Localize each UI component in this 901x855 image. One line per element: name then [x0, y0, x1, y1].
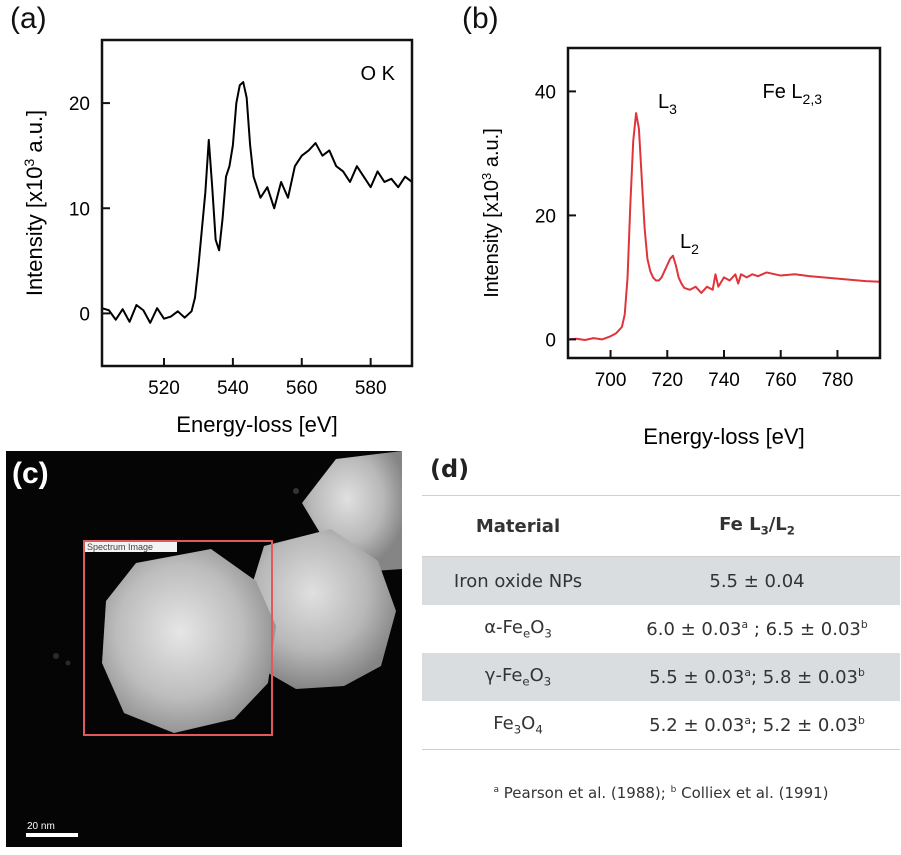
chart-a-y-tick-label: 0 [79, 304, 90, 325]
chart-b-frame [566, 46, 882, 360]
panel-label-b: (b) [462, 2, 499, 35]
chart-b-y-tick-label: 40 [535, 82, 556, 103]
chart-a-x-tick-label: 580 [355, 378, 387, 399]
particle-right [244, 529, 396, 689]
spectrum-image-roi [83, 540, 273, 736]
chart-b-series-line [567, 112, 881, 342]
table-footnote: a Pearson et al. (1988); b Colliex et al… [493, 784, 829, 802]
chart-a-annotation: O K [361, 63, 396, 85]
stem-image-graphic: Spectrum Image 20 nm [26, 451, 402, 837]
chart-b-peak-l3: L3 [658, 91, 677, 117]
table-row: Iron oxide NPs 5.5 ± 0.04 [422, 556, 900, 605]
chart-a-y-tick-label: 20 [69, 94, 90, 115]
chart-b: 700 720 740 760 780 0 20 40 Fe L2,3 L3 L2 Energ… [479, 46, 882, 449]
chart-b-x-tick-label: 700 [595, 370, 627, 391]
cell-material: α-FeeO3 [484, 617, 552, 641]
particle-center [102, 549, 276, 733]
header-ratio: Fe L3/L2 [614, 495, 900, 557]
table-header-row: Material Fe L3/L2 [422, 495, 900, 557]
cell-ratio: 5.5 ± 0.04 [614, 556, 900, 605]
chart-a-x-tick-label: 560 [286, 378, 318, 399]
ratio-table: Material Fe L3/L2 Iron oxide NPs 5.5 ± 0… [422, 495, 900, 750]
debris-dot [53, 653, 59, 659]
debris-dot [293, 488, 299, 494]
chart-a-ylabel: Intensity [x103 a.u.] [21, 110, 47, 296]
chart-a: 520 540 560 580 0 10 20 O K Energy-loss [eV] I… [21, 38, 414, 437]
chart-a-x-tick-label: 520 [148, 378, 180, 399]
panel-label-a: (a) [10, 2, 47, 35]
cell-material: Iron oxide NPs [422, 556, 614, 605]
chart-b-x-tick-label: 720 [651, 370, 683, 391]
cell-ratio: 6.0 ± 0.03a ; 6.5 ± 0.03b [646, 618, 868, 640]
cell-material: γ-FeeO3 [422, 653, 614, 701]
cell-ratio: 5.5 ± 0.03a; 5.8 ± 0.03b [614, 653, 900, 701]
table-row: Fe3O4 5.2 ± 0.03a; 5.2 ± 0.03b [422, 701, 900, 750]
chart-b-annotation: Fe L2,3 [763, 81, 823, 107]
header-material: Material [422, 495, 614, 557]
chart-a-x-tick-label: 540 [217, 378, 249, 399]
table-row: α-FeeO3 6.0 ± 0.03a ; 6.5 ± 0.03b [422, 605, 900, 653]
chart-b-y-tick-label: 0 [545, 330, 556, 351]
chart-b-xlabel: Energy-loss [eV] [643, 424, 804, 449]
chart-a-y-tick-label: 10 [69, 199, 90, 220]
cell-ratio: 5.2 ± 0.03a; 5.2 ± 0.03b [614, 701, 900, 750]
chart-a-frame [100, 38, 414, 368]
chart-b-ylabel: Intensity [x103 a.u.] [479, 128, 504, 298]
roi-label: Spectrum Image [87, 542, 153, 552]
scale-bar-label: 20 nm [27, 821, 55, 832]
panel-label-c: (c) [12, 457, 49, 490]
scale-bar [26, 833, 78, 837]
table-row: γ-FeeO3 5.5 ± 0.03a; 5.8 ± 0.03b [422, 653, 900, 701]
chart-b-x-tick-label: 780 [822, 370, 854, 391]
panel-label-d: (d) [430, 455, 470, 483]
chart-a-series-line [101, 81, 413, 324]
roi-label-bg [85, 542, 177, 552]
chart-b-peak-l2: L2 [680, 231, 699, 257]
stem-image: Spectrum Image 20 nm (c) [6, 451, 402, 847]
chart-b-y-tick-label: 20 [535, 206, 556, 227]
chart-a-xlabel: Energy-loss [eV] [176, 412, 337, 437]
chart-b-x-tick-label: 760 [765, 370, 797, 391]
cell-material: Fe3O4 [422, 701, 614, 750]
debris-dot [65, 660, 71, 666]
chart-b-x-tick-label: 740 [708, 370, 740, 391]
